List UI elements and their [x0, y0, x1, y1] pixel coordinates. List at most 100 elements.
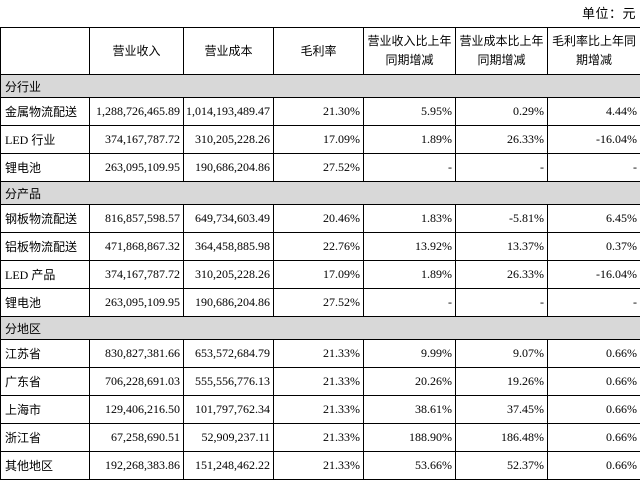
cell-value: 830,827,381.66: [90, 340, 184, 368]
cell-value: 374,167,787.72: [90, 126, 184, 154]
row-label: 浙江省: [1, 424, 90, 452]
cell-value: 17.09%: [274, 261, 364, 289]
section-title: 分行业: [1, 75, 640, 98]
header-cell-revenue-yoy: 营业收入比上年同期增减: [364, 28, 456, 75]
section-row: 分行业: [1, 75, 640, 98]
cell-value: 17.09%: [274, 126, 364, 154]
cell-value: 151,248,462.22: [184, 452, 274, 480]
header-cell-margin-yoy: 毛利率比上年同期增减: [548, 28, 640, 75]
cell-value: 101,797,762.34: [184, 396, 274, 424]
row-label: 钢板物流配送: [1, 205, 90, 233]
cell-value: 186.48%: [456, 424, 548, 452]
cell-value: 27.52%: [274, 154, 364, 182]
cell-value: 0.29%: [456, 98, 548, 126]
cell-value: 310,205,228.26: [184, 126, 274, 154]
cell-value: 9.99%: [364, 340, 456, 368]
cell-value: 364,458,885.98: [184, 233, 274, 261]
cell-value: -: [456, 154, 548, 182]
cell-value: 37.45%: [456, 396, 548, 424]
cell-value: 555,556,776.13: [184, 368, 274, 396]
cell-value: 263,095,109.95: [90, 289, 184, 317]
row-label: 锂电池: [1, 289, 90, 317]
cell-value: 1,288,726,465.89: [90, 98, 184, 126]
unit-label: 单位：元: [582, 3, 636, 22]
cell-value: -: [548, 154, 640, 182]
row-label: LED 行业: [1, 126, 90, 154]
cell-value: 706,228,691.03: [90, 368, 184, 396]
cell-value: 19.26%: [456, 368, 548, 396]
cell-value: 21.33%: [274, 424, 364, 452]
header-cell-revenue: 营业收入: [90, 28, 184, 75]
cell-value: 6.45%: [548, 205, 640, 233]
cell-value: 1,014,193,489.47: [184, 98, 274, 126]
cell-value: 53.66%: [364, 452, 456, 480]
cell-value: 20.26%: [364, 368, 456, 396]
header-cell-empty: [1, 28, 90, 75]
segment-report-table: 营业收入 营业成本 毛利率 营业收入比上年同期增减 营业成本比上年同期增减 毛利…: [0, 27, 640, 480]
row-label: 金属物流配送: [1, 98, 90, 126]
row-label: 江苏省: [1, 340, 90, 368]
cell-value: 21.33%: [274, 368, 364, 396]
cell-value: 1.83%: [364, 205, 456, 233]
cell-value: -16.04%: [548, 126, 640, 154]
section-row: 分产品: [1, 182, 640, 205]
cell-value: 188.90%: [364, 424, 456, 452]
cell-value: 52.37%: [456, 452, 548, 480]
cell-value: 21.33%: [274, 340, 364, 368]
cell-value: 26.33%: [456, 126, 548, 154]
cell-value: 52,909,237.11: [184, 424, 274, 452]
row-label: 锂电池: [1, 154, 90, 182]
row-label: 铝板物流配送: [1, 233, 90, 261]
cell-value: 26.33%: [456, 261, 548, 289]
cell-value: -: [548, 289, 640, 317]
section-title: 分地区: [1, 317, 640, 340]
cell-value: 0.66%: [548, 368, 640, 396]
cell-value: 21.33%: [274, 396, 364, 424]
cell-value: 1.89%: [364, 261, 456, 289]
table-header: 营业收入 营业成本 毛利率 营业收入比上年同期增减 营业成本比上年同期增减 毛利…: [1, 28, 640, 75]
cell-value: 190,686,204.86: [184, 289, 274, 317]
cell-value: 13.37%: [456, 233, 548, 261]
cell-value: 21.30%: [274, 98, 364, 126]
cell-value: 0.66%: [548, 340, 640, 368]
header-cell-gross-margin: 毛利率: [274, 28, 364, 75]
row-label: 广东省: [1, 368, 90, 396]
cell-value: 190,686,204.86: [184, 154, 274, 182]
cell-value: 1.89%: [364, 126, 456, 154]
cell-value: 649,734,603.49: [184, 205, 274, 233]
cell-value: 129,406,216.50: [90, 396, 184, 424]
cell-value: 0.66%: [548, 396, 640, 424]
cell-value: 192,268,383.86: [90, 452, 184, 480]
cell-value: 22.76%: [274, 233, 364, 261]
row-label: 其他地区: [1, 452, 90, 480]
header-row: 营业收入 营业成本 毛利率 营业收入比上年同期增减 营业成本比上年同期增减 毛利…: [1, 28, 640, 75]
cell-value: 67,258,690.51: [90, 424, 184, 452]
header-cell-cost-yoy: 营业成本比上年同期增减: [456, 28, 548, 75]
section-row: 分地区: [1, 317, 640, 340]
cell-value: 0.37%: [548, 233, 640, 261]
cell-value: 38.61%: [364, 396, 456, 424]
section-title: 分产品: [1, 182, 640, 205]
cell-value: 5.95%: [364, 98, 456, 126]
cell-value: -16.04%: [548, 261, 640, 289]
cell-value: 0.66%: [548, 424, 640, 452]
cell-value: 263,095,109.95: [90, 154, 184, 182]
cell-value: 310,205,228.26: [184, 261, 274, 289]
cell-value: 374,167,787.72: [90, 261, 184, 289]
cell-value: 13.92%: [364, 233, 456, 261]
cell-value: 21.33%: [274, 452, 364, 480]
cell-value: 816,857,598.57: [90, 205, 184, 233]
cell-value: 0.66%: [548, 452, 640, 480]
cell-value: 653,572,684.79: [184, 340, 274, 368]
row-label: LED 产品: [1, 261, 90, 289]
